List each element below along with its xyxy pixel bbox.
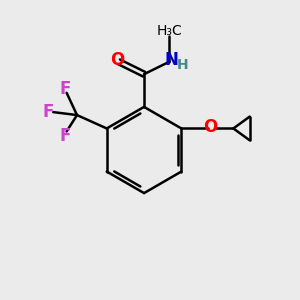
Text: F: F xyxy=(59,127,71,145)
Text: O: O xyxy=(110,51,124,69)
Text: F: F xyxy=(59,80,71,98)
Text: O: O xyxy=(203,118,217,136)
Text: H₃C: H₃C xyxy=(156,24,182,38)
Text: N: N xyxy=(165,51,178,69)
Text: F: F xyxy=(42,103,54,121)
Text: H: H xyxy=(177,58,188,72)
